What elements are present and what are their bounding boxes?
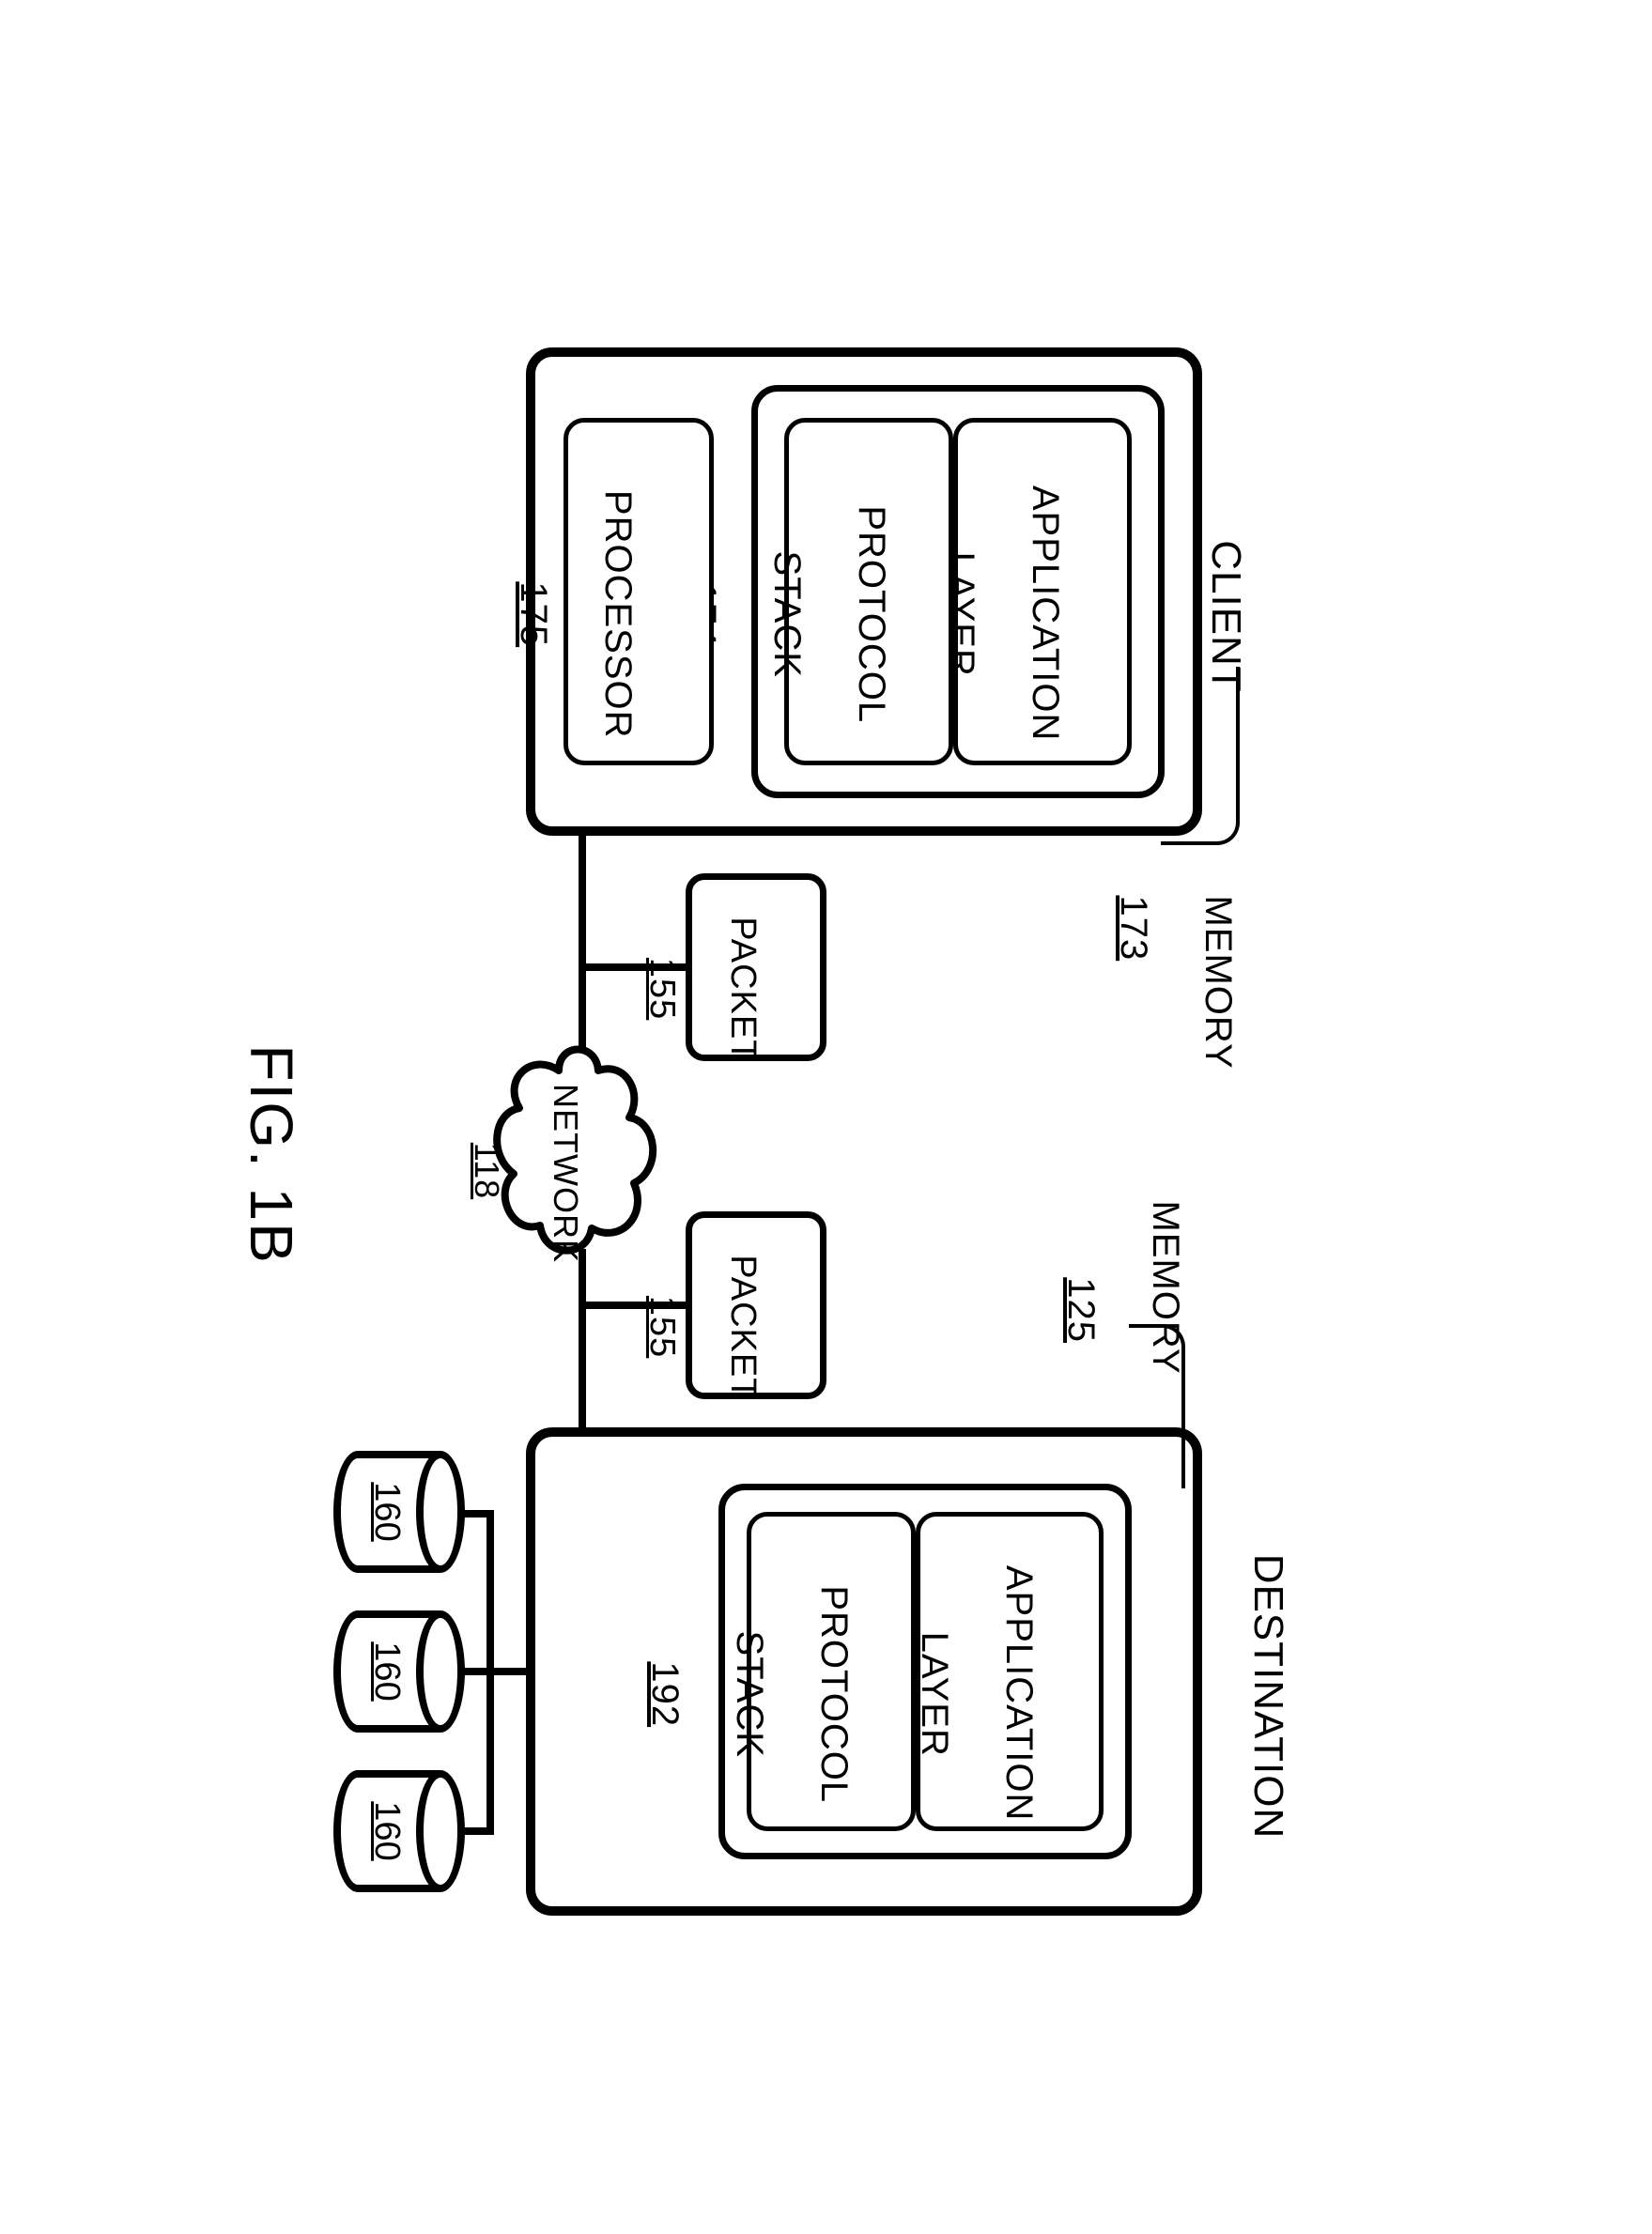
packet-2-label: PACKET 155 — [601, 1211, 803, 1399]
client-processor-label: PROCESSOR 175 — [470, 418, 681, 765]
client-memory-label: MEMORY 173 — [1070, 850, 1281, 1038]
edge-net-dest — [579, 1249, 586, 1432]
edge-client-net — [579, 836, 586, 1056]
dest-proto-label: PROTOCOL STACK 192 — [601, 1512, 897, 1831]
network-label: NETWORK 118 — [427, 1042, 625, 1258]
client-memory-leader — [1161, 667, 1240, 845]
diagram-stage: CLIENT 170 MEMORY 173 APPLICATION LAYER … — [263, 272, 1390, 1963]
dest-memory-label: MEMORY 125 — [1017, 1155, 1228, 1343]
figure-label: FIG. 1B — [167, 272, 376, 1963]
